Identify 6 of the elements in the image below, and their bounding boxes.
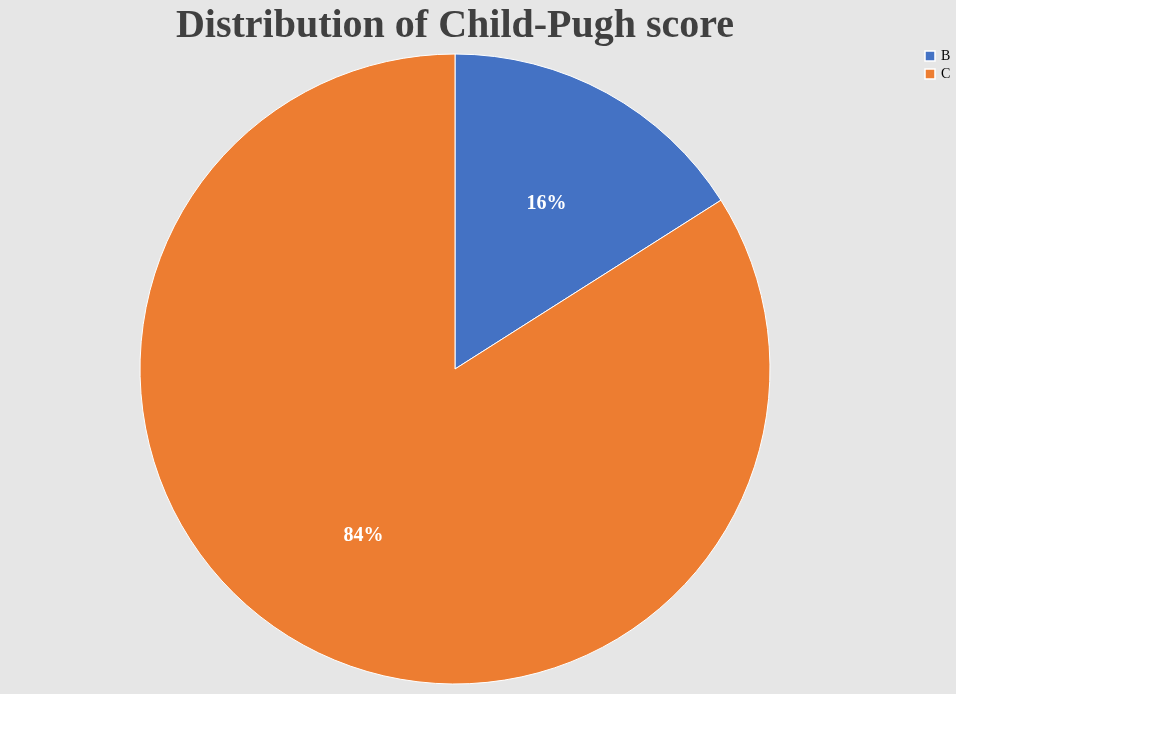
data-label: 84% — [343, 523, 384, 546]
chart-title: Distribution of Child-Pugh score — [175, 1, 735, 46]
pie-slice — [139, 53, 771, 685]
legend-label: B — [941, 48, 951, 63]
data-label: 16% — [526, 190, 567, 213]
legend-label: C — [941, 66, 951, 81]
